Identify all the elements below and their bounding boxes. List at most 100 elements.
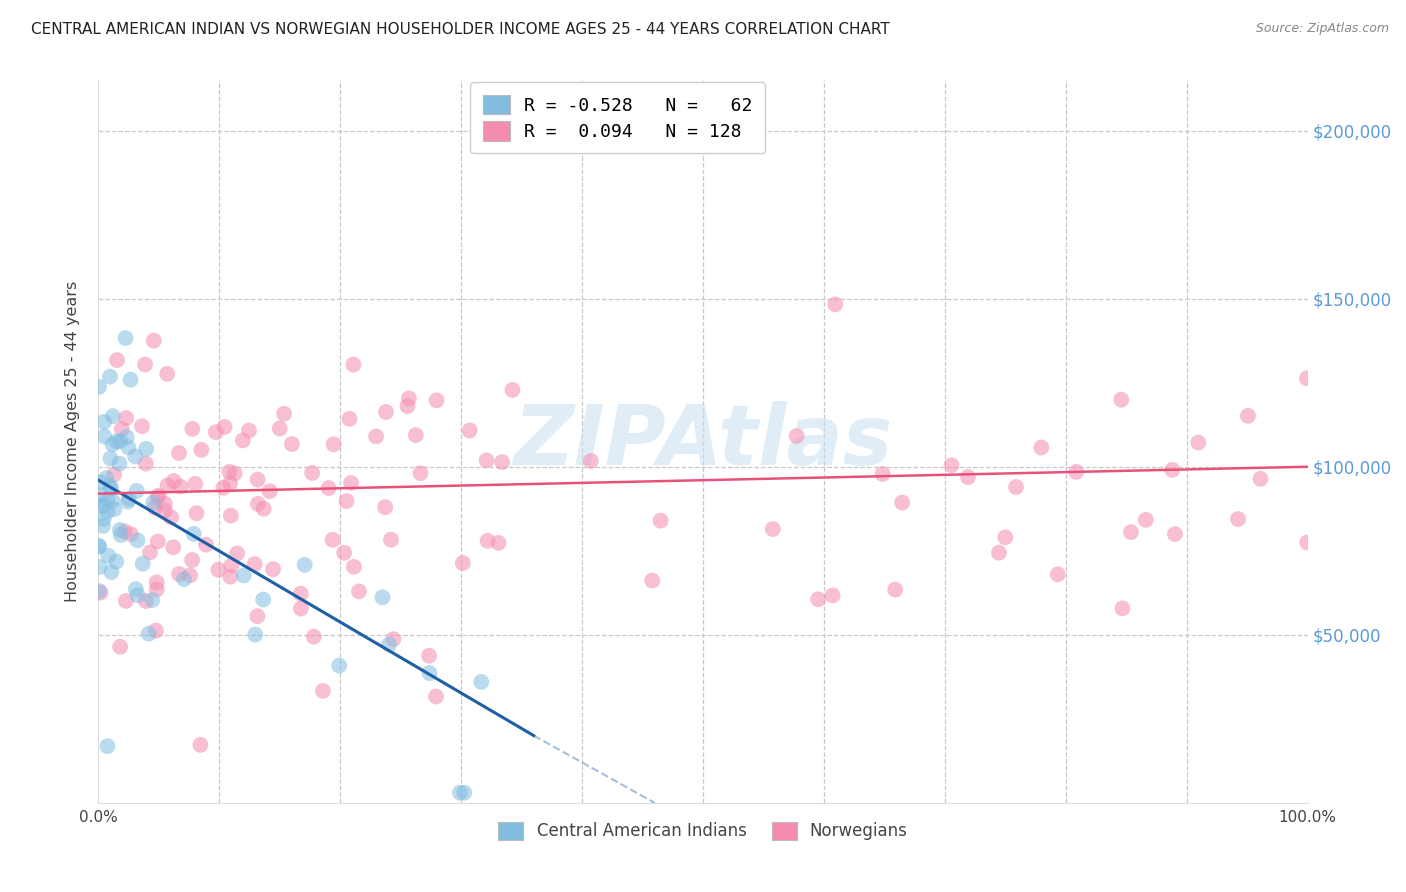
- Point: [243, 557, 266, 571]
- Point: [145, 575, 167, 590]
- Point: [114, 331, 136, 345]
- Point: [90, 499, 112, 513]
- Point: [214, 420, 236, 434]
- Point: [1164, 527, 1187, 541]
- Point: [153, 497, 176, 511]
- Point: [98, 479, 121, 493]
- Point: [108, 434, 131, 448]
- Point: [290, 601, 312, 615]
- Point: [294, 558, 316, 572]
- Point: [138, 626, 160, 640]
- Point: [246, 473, 269, 487]
- Point: [89, 488, 111, 502]
- Point: [100, 482, 122, 496]
- Text: ZIPAtlas: ZIPAtlas: [513, 401, 893, 482]
- Point: [90, 585, 112, 599]
- Point: [118, 491, 141, 506]
- Point: [96, 492, 118, 507]
- Point: [87, 380, 110, 394]
- Y-axis label: Householder Income Ages 25 - 44 years: Householder Income Ages 25 - 44 years: [65, 281, 80, 602]
- Point: [340, 475, 363, 490]
- Point: [90, 475, 112, 490]
- Point: [205, 425, 228, 439]
- Point: [97, 549, 120, 563]
- Point: [451, 556, 474, 570]
- Point: [405, 428, 427, 442]
- Point: [120, 527, 142, 541]
- Point: [93, 429, 115, 443]
- Point: [312, 684, 335, 698]
- Point: [115, 430, 138, 444]
- Point: [477, 533, 499, 548]
- Point: [219, 508, 242, 523]
- Point: [786, 429, 808, 443]
- Point: [195, 538, 218, 552]
- Point: [347, 584, 370, 599]
- Point: [418, 648, 440, 663]
- Point: [87, 540, 110, 554]
- Point: [238, 424, 260, 438]
- Point: [142, 496, 165, 510]
- Point: [115, 411, 138, 425]
- Point: [941, 458, 963, 473]
- Point: [96, 505, 118, 519]
- Point: [418, 666, 440, 681]
- Point: [156, 367, 179, 381]
- Point: [396, 399, 419, 413]
- Point: [488, 536, 510, 550]
- Point: [1296, 371, 1319, 385]
- Point: [269, 421, 291, 435]
- Point: [124, 450, 146, 464]
- Point: [153, 503, 176, 517]
- Point: [273, 407, 295, 421]
- Point: [93, 415, 115, 429]
- Point: [169, 480, 191, 494]
- Point: [232, 434, 254, 448]
- Point: [501, 383, 523, 397]
- Point: [891, 495, 914, 509]
- Point: [232, 568, 254, 582]
- Point: [101, 437, 124, 451]
- Point: [167, 446, 190, 460]
- Point: [262, 562, 284, 576]
- Point: [322, 437, 344, 451]
- Point: [252, 592, 274, 607]
- Point: [142, 334, 165, 348]
- Point: [224, 467, 246, 481]
- Point: [1046, 567, 1069, 582]
- Point: [146, 490, 169, 504]
- Point: [160, 510, 183, 524]
- Point: [453, 786, 475, 800]
- Point: [762, 522, 785, 536]
- Point: [371, 591, 394, 605]
- Point: [96, 471, 118, 485]
- Point: [135, 442, 157, 456]
- Point: [114, 524, 136, 539]
- Text: Source: ZipAtlas.com: Source: ZipAtlas.com: [1256, 22, 1389, 36]
- Point: [821, 588, 844, 602]
- Point: [219, 476, 242, 491]
- Point: [342, 358, 364, 372]
- Point: [156, 478, 179, 492]
- Point: [824, 297, 846, 311]
- Point: [186, 506, 208, 520]
- Point: [134, 358, 156, 372]
- Point: [322, 533, 344, 547]
- Point: [302, 630, 325, 644]
- Point: [378, 638, 401, 652]
- Point: [339, 411, 361, 425]
- Point: [127, 588, 149, 602]
- Point: [87, 539, 110, 553]
- Legend: Central American Indians, Norwegians: Central American Indians, Norwegians: [489, 814, 917, 848]
- Point: [884, 582, 907, 597]
- Point: [226, 546, 249, 560]
- Point: [1187, 435, 1209, 450]
- Point: [173, 572, 195, 586]
- Point: [1109, 392, 1132, 407]
- Point: [135, 457, 157, 471]
- Point: [93, 512, 115, 526]
- Point: [105, 434, 128, 449]
- Point: [111, 422, 134, 436]
- Point: [103, 502, 125, 516]
- Text: CENTRAL AMERICAN INDIAN VS NORWEGIAN HOUSEHOLDER INCOME AGES 25 - 44 YEARS CORRE: CENTRAL AMERICAN INDIAN VS NORWEGIAN HOU…: [31, 22, 890, 37]
